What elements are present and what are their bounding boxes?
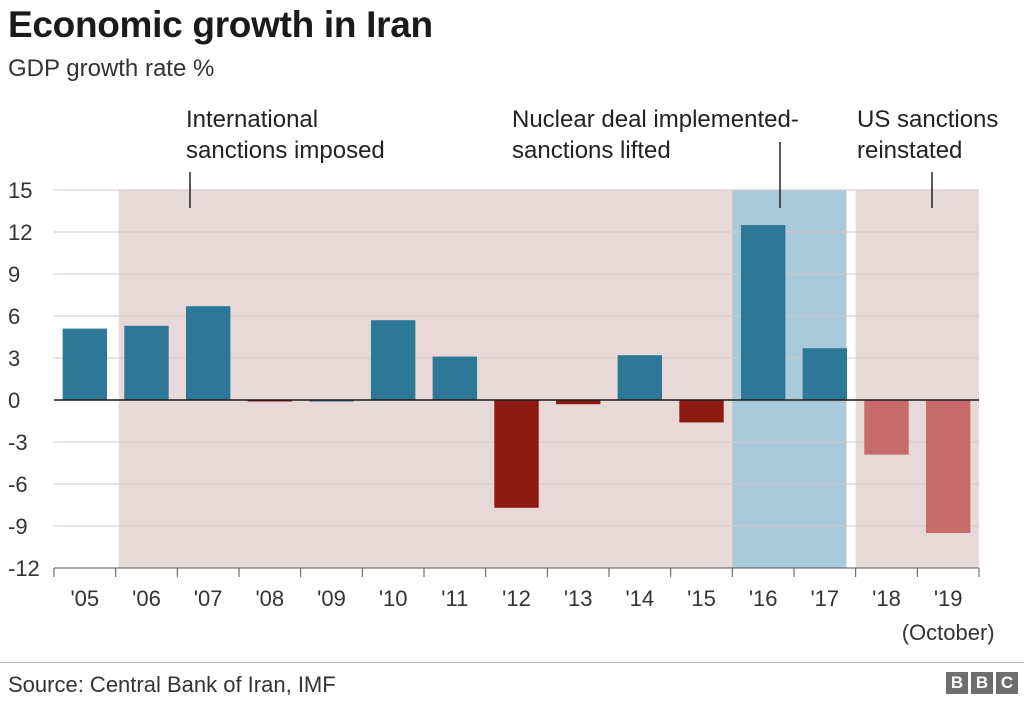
period-bands bbox=[118, 190, 979, 568]
y-tick-label: 6 bbox=[8, 304, 20, 329]
y-tick-label: -3 bbox=[8, 430, 28, 455]
bar bbox=[124, 325, 169, 400]
x-tick-label: '09 bbox=[317, 586, 346, 611]
y-tick-label: -6 bbox=[8, 472, 28, 497]
annotation-text: Nuclear deal implemented- bbox=[512, 106, 799, 133]
x-tick-label: '14 bbox=[625, 586, 654, 611]
y-tick-label: 15 bbox=[8, 178, 32, 203]
y-tick-labels: 15 12 9 6 3 0 -3 -6 -9 -12 bbox=[8, 178, 40, 581]
bar bbox=[740, 225, 786, 400]
annotation-text: reinstated bbox=[857, 137, 962, 164]
chart-title: Economic growth in Iran bbox=[8, 4, 433, 45]
bar bbox=[925, 400, 971, 533]
x-tick-label: '16 bbox=[749, 586, 778, 611]
annotation-text: US sanctions bbox=[857, 106, 998, 133]
bar bbox=[555, 400, 601, 405]
bbc-logo-letter: C bbox=[996, 672, 1018, 694]
bars bbox=[62, 225, 971, 533]
x-tick-label: '17 bbox=[810, 586, 839, 611]
bar bbox=[432, 356, 478, 400]
footer-divider bbox=[0, 662, 1024, 663]
y-tick-label: -9 bbox=[8, 514, 28, 539]
x-tick-label: '10 bbox=[379, 586, 408, 611]
x-tick-label: '07 bbox=[194, 586, 223, 611]
x-tick-label: '18 bbox=[872, 586, 901, 611]
annotation-text: sanctions lifted bbox=[512, 137, 671, 164]
y-tick-label: 3 bbox=[8, 346, 20, 371]
x-tick-label: '05 bbox=[70, 586, 99, 611]
bar bbox=[864, 400, 909, 455]
bbc-logo-letter: B bbox=[946, 672, 968, 694]
y-tick-label: 0 bbox=[8, 388, 20, 413]
x-tick-label: '13 bbox=[564, 586, 593, 611]
bbc-logo-letter: B bbox=[971, 672, 993, 694]
bar bbox=[617, 355, 663, 400]
bar bbox=[679, 400, 724, 423]
annotations: International sanctions imposed Nuclear de… bbox=[186, 106, 998, 208]
bar bbox=[802, 348, 848, 400]
bbc-logo: B B C bbox=[946, 672, 1018, 694]
bar bbox=[185, 306, 231, 400]
chart-subtitle: GDP growth rate % bbox=[8, 55, 215, 82]
annotation-text: sanctions imposed bbox=[186, 137, 385, 164]
x-tick-labels: '05 '06 '07 '08 '09 '10 '11 '12 '13 '14 '15 '16 '17 '… bbox=[70, 586, 994, 645]
x-tick-label: '19 bbox=[934, 586, 963, 611]
source-note: Source: Central Bank of Iran, IMF bbox=[8, 672, 336, 697]
x-axis bbox=[53, 567, 980, 577]
x-tick-label: '11 bbox=[441, 586, 468, 611]
y-tick-label: 9 bbox=[8, 262, 20, 287]
bar bbox=[62, 328, 108, 400]
x-tick-label: '08 bbox=[255, 586, 284, 611]
annotation-text: International bbox=[186, 106, 318, 133]
y-tick-label: 12 bbox=[8, 220, 32, 245]
y-tick-label: -12 bbox=[8, 556, 40, 581]
x-tick-label: '06 bbox=[132, 586, 161, 611]
bar bbox=[494, 400, 539, 508]
bar bbox=[370, 320, 416, 400]
x-tick-sublabel: (October) bbox=[902, 620, 995, 645]
x-tick-label: '12 bbox=[502, 586, 531, 611]
x-tick-label: '15 bbox=[687, 586, 716, 611]
